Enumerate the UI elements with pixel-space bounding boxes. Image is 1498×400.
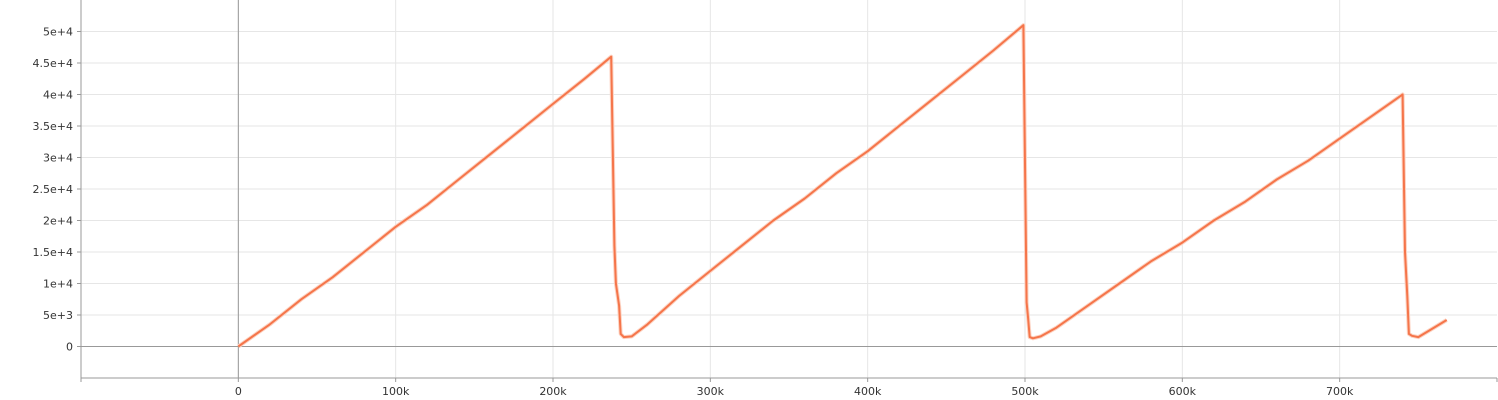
y-tick-label: 2.5e+4 bbox=[33, 183, 73, 196]
x-tick-label: 0 bbox=[235, 385, 242, 398]
series-group bbox=[237, 23, 1448, 349]
axes bbox=[77, 0, 1498, 382]
y-tick-label: 0 bbox=[66, 341, 73, 354]
grid-lines bbox=[81, 0, 1497, 378]
y-tick-label: 1e+4 bbox=[43, 278, 73, 291]
x-tick-label: 400k bbox=[854, 385, 882, 398]
tick-labels: 0 100k 200k 300k 400k 500k 600k 700k 0 5e+3 1e+4 1.… bbox=[33, 26, 1354, 399]
y-tick-label: 3.5e+4 bbox=[33, 120, 73, 133]
x-tick-label: 700k bbox=[1326, 385, 1354, 398]
x-tick-label: 300k bbox=[697, 385, 725, 398]
y-tick-label: 4e+4 bbox=[43, 89, 73, 102]
y-tick-label: 1.5e+4 bbox=[33, 246, 73, 259]
y-tick-label: 4.5e+4 bbox=[33, 57, 73, 70]
x-tick-label: 100k bbox=[382, 385, 410, 398]
y-tick-label: 5e+3 bbox=[43, 309, 73, 322]
y-tick-label: 3e+4 bbox=[43, 152, 73, 165]
series-line bbox=[237, 24, 1448, 348]
x-tick-label: 600k bbox=[1169, 385, 1197, 398]
x-tick-label: 500k bbox=[1011, 385, 1039, 398]
y-tick-label: 2e+4 bbox=[43, 215, 73, 228]
x-tick-label: 200k bbox=[539, 385, 567, 398]
series-line-shadow bbox=[237, 23, 1448, 349]
y-tick-label: 5e+4 bbox=[43, 26, 73, 39]
